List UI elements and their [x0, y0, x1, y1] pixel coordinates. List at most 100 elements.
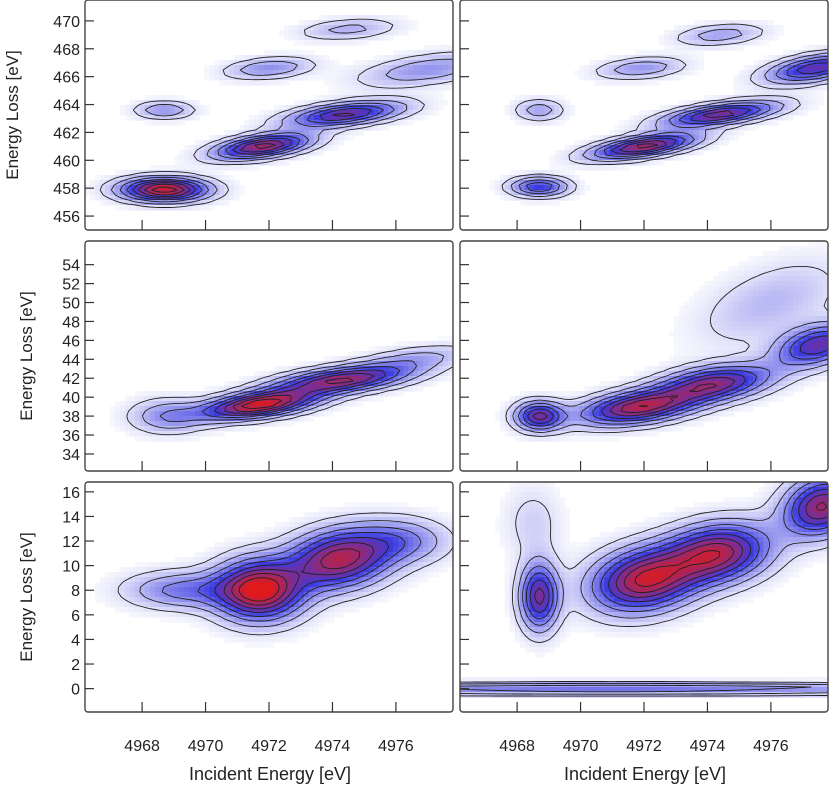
heatmap-cell — [219, 386, 225, 392]
heatmap-cell — [693, 351, 700, 357]
heatmap-cell — [184, 411, 191, 417]
heatmap-cell — [139, 406, 146, 412]
heatmap-cell — [174, 95, 181, 101]
heatmap-cell — [298, 517, 305, 523]
heatmap-cell — [818, 371, 824, 377]
heatmap-cell — [129, 115, 136, 121]
heatmap-cell — [514, 185, 521, 191]
heatmap-cell — [753, 266, 759, 272]
heatmap-cell — [499, 190, 506, 196]
heatmap-cell — [438, 90, 444, 96]
heatmap-cell — [119, 185, 126, 191]
heatmap-cell — [209, 160, 215, 166]
heatmap-cell — [249, 145, 255, 151]
heatmap-cell — [534, 436, 541, 442]
heatmap-cell — [653, 371, 660, 377]
heatmap-cell — [428, 381, 434, 387]
heatmap-cell — [204, 572, 210, 578]
heatmap-cell — [733, 386, 740, 392]
heatmap-cell — [698, 100, 705, 106]
heatmap-cell — [159, 426, 166, 432]
heatmap-cell — [758, 120, 764, 126]
heatmap-cell — [368, 80, 375, 86]
heatmap-cell — [288, 522, 295, 528]
heatmap-cell — [159, 391, 166, 397]
heatmap-cell — [668, 50, 675, 56]
heatmap-cell — [254, 125, 260, 131]
heatmap-cell — [718, 396, 725, 402]
heatmap-cell — [803, 346, 809, 352]
heatmap-cell — [423, 557, 429, 563]
heatmap-cell — [174, 436, 181, 442]
heatmap-cell — [788, 291, 794, 297]
heatmap-cell — [254, 542, 260, 548]
heatmap-cell — [529, 170, 536, 176]
heatmap-cell — [303, 567, 310, 573]
heatmap-cell — [448, 60, 453, 66]
heatmap-cell — [388, 70, 394, 76]
heatmap-cell — [549, 391, 556, 397]
heatmap-cell — [803, 316, 809, 322]
heatmap-cell — [363, 537, 370, 543]
heatmap-cell — [239, 426, 245, 432]
heatmap-cell — [738, 90, 745, 96]
heatmap-cell — [683, 411, 690, 417]
heatmap-cell — [683, 401, 690, 407]
heatmap-cell — [648, 65, 655, 71]
heatmap-cell — [624, 165, 630, 171]
heatmap-cell — [323, 100, 330, 106]
heatmap-cell — [778, 381, 784, 387]
heatmap-cell — [639, 401, 645, 407]
heatmap-cell — [343, 532, 350, 538]
heatmap-cell — [348, 80, 355, 86]
heatmap-cell — [373, 95, 379, 101]
heatmap-cell — [154, 411, 161, 417]
heatmap-cell — [648, 366, 655, 372]
heatmap-cell — [264, 386, 270, 392]
heatmap-cell — [514, 100, 521, 106]
heatmap-cell — [194, 140, 200, 146]
heatmap-cell — [718, 321, 725, 327]
heatmap-cell — [748, 120, 754, 126]
heatmap-cell — [594, 150, 600, 156]
heatmap-cell — [413, 90, 419, 96]
heatmap-cell — [293, 115, 300, 121]
heatmap-cell — [549, 120, 556, 126]
heatmap-cell — [738, 30, 745, 36]
heatmap-cell — [813, 311, 819, 317]
heatmap-cell — [338, 552, 345, 558]
heatmap-cell — [244, 547, 250, 553]
heatmap-cell — [264, 542, 270, 548]
heatmap-cell — [109, 572, 116, 578]
heatmap-cell — [823, 311, 828, 317]
heatmap-cell — [703, 316, 710, 322]
heatmap-cell — [413, 517, 419, 523]
heatmap-cell — [159, 401, 166, 407]
heatmap-cell — [273, 155, 280, 161]
heatmap-cell — [174, 105, 181, 111]
heatmap-cell — [353, 401, 360, 407]
heatmap-cell — [323, 366, 330, 372]
heatmap-cell — [209, 557, 215, 563]
heatmap-cell — [383, 527, 389, 533]
heatmap-cell — [338, 15, 345, 21]
heatmap-cell — [144, 200, 151, 206]
heatmap-cell — [683, 105, 690, 111]
heatmap-cell — [698, 286, 705, 292]
heatmap-cell — [428, 507, 434, 513]
heatmap-cell — [718, 40, 725, 46]
heatmap-cell — [343, 386, 350, 392]
heatmap-cell — [614, 130, 620, 136]
heatmap-cell — [673, 346, 680, 352]
heatmap-cell — [594, 401, 600, 407]
heatmap-cell — [783, 85, 789, 91]
heatmap-cell — [313, 557, 320, 563]
heatmap-cell — [433, 100, 439, 106]
heatmap-cell — [703, 145, 710, 151]
heatmap-cell — [373, 542, 379, 548]
heatmap-cell — [818, 241, 824, 247]
heatmap-cell — [519, 110, 526, 116]
heatmap-cell — [813, 45, 819, 51]
heatmap-cell — [383, 391, 389, 397]
heatmap-cell — [653, 50, 660, 56]
